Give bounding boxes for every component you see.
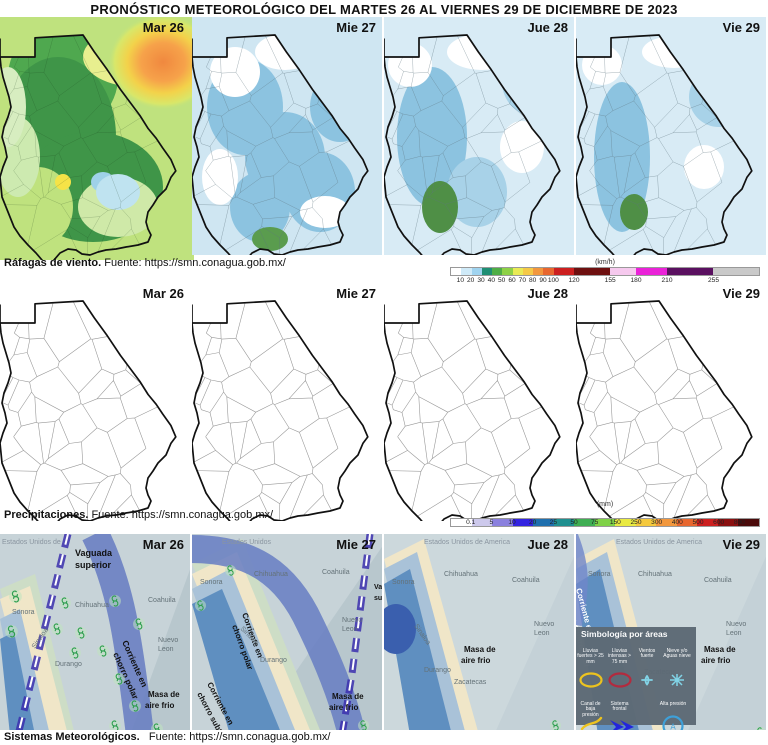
svg-text:sup: sup [374,595,382,602]
svg-text:Masa de: Masa de [464,645,496,654]
svg-text:Chihuahua: Chihuahua [444,571,478,578]
svg-text:Durango: Durango [424,667,451,674]
svg-text:Coahuila: Coahuila [148,597,176,604]
svg-text:Sonora: Sonora [392,579,415,586]
svg-text:Vag: Vag [374,584,382,591]
svg-text:Leon: Leon [158,646,174,653]
svg-text:Estados Unidos: Estados Unidos [222,539,272,546]
svg-text:Nuevo: Nuevo [534,621,554,628]
svg-text:Coahuila: Coahuila [512,577,540,584]
svg-text:Leon: Leon [534,630,550,637]
svg-text:Vaguada: Vaguada [75,548,113,558]
svg-text:Estados Unidos de America: Estados Unidos de America [616,539,702,546]
svg-text:Sonora: Sonora [200,579,223,586]
svg-text:Durango: Durango [55,661,82,668]
svg-text:aire frio: aire frio [329,703,358,712]
svg-text:Masa de: Masa de [332,692,364,701]
svg-text:Zacatecas: Zacatecas [454,679,487,686]
svg-text:A: A [670,723,676,731]
svg-text:Coahuila: Coahuila [704,577,732,584]
svg-text:Masa de: Masa de [704,645,736,654]
svg-text:Leon: Leon [726,630,742,637]
svg-text:Masa de: Masa de [148,690,180,699]
svg-text:Sonora: Sonora [588,571,611,578]
svg-text:Nuevo: Nuevo [158,637,178,644]
svg-text:Chihuahua: Chihuahua [638,571,672,578]
svg-text:Chihuahua: Chihuahua [254,571,288,578]
svg-text:aire frio: aire frio [461,656,490,665]
svg-text:Sonora: Sonora [12,609,35,616]
svg-text:superior: superior [75,560,112,570]
svg-text:Estados Unidos de America: Estados Unidos de America [424,539,510,546]
svg-text:Estados Unidos de: Estados Unidos de [2,539,61,546]
svg-text:Chihuahua: Chihuahua [75,602,109,609]
svg-text:Coahuila: Coahuila [322,569,350,576]
svg-text:Leon: Leon [342,626,358,633]
svg-text:Nuevo: Nuevo [726,621,746,628]
svg-text:Nuevo: Nuevo [342,617,362,624]
svg-text:aire frio: aire frio [145,701,174,710]
svg-text:aire frio: aire frio [701,656,730,665]
svg-text:Durango: Durango [260,657,287,664]
